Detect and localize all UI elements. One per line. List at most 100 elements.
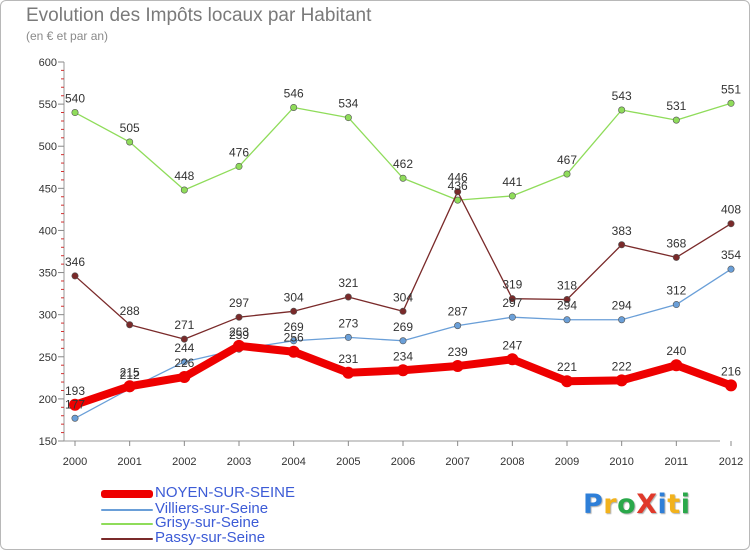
data-label: 408	[721, 203, 741, 217]
data-point	[563, 170, 571, 178]
y-tick-label: 250	[39, 352, 57, 364]
x-tick-label: 2003	[227, 456, 251, 468]
data-point	[123, 380, 136, 393]
data-label: 462	[393, 157, 413, 171]
data-point	[180, 186, 188, 194]
data-point	[71, 272, 79, 280]
data-label: 273	[338, 316, 358, 330]
data-label: 441	[502, 175, 522, 189]
data-label: 312	[666, 284, 686, 298]
data-label: 543	[612, 89, 632, 103]
data-label: 304	[393, 290, 413, 304]
data-point	[727, 220, 735, 228]
data-point	[454, 188, 462, 196]
data-point	[563, 296, 571, 304]
data-label: 319	[502, 278, 522, 292]
data-label: 269	[393, 320, 413, 334]
y-tick-label: 600	[39, 57, 57, 69]
x-tick-label: 2011	[665, 456, 689, 468]
data-point	[618, 106, 626, 114]
data-point	[454, 322, 462, 330]
data-label: 297	[229, 296, 249, 310]
legend-swatch	[101, 538, 153, 540]
chart-subtitle: (en € et par an)	[26, 29, 109, 43]
data-label: 436	[448, 179, 468, 193]
y-tick-label: 500	[39, 141, 57, 153]
chart-title: Evolution des Impôts locaux par Habitant	[26, 5, 372, 26]
data-label: 540	[65, 92, 85, 106]
data-label: 476	[229, 145, 249, 159]
data-point	[618, 241, 626, 249]
data-label: 239	[448, 345, 468, 359]
data-point	[399, 307, 407, 315]
data-point	[615, 374, 628, 387]
data-label: 263	[229, 325, 249, 339]
data-point	[235, 313, 243, 321]
legend-swatch	[101, 509, 153, 511]
data-point	[71, 109, 79, 117]
data-point	[290, 103, 298, 111]
data-point	[290, 307, 298, 315]
legend-label: Grisy-sur-Seine	[155, 514, 260, 531]
data-label: 222	[612, 359, 632, 373]
data-point	[508, 295, 516, 303]
data-label: 215	[120, 365, 140, 379]
data-label: 551	[721, 82, 741, 96]
data-point	[672, 301, 680, 309]
data-point	[506, 353, 519, 366]
data-label: 294	[557, 299, 577, 313]
data-label: 546	[284, 86, 304, 100]
x-tick-label: 2002	[172, 456, 196, 468]
y-tick-label: 400	[39, 225, 57, 237]
data-point	[672, 253, 680, 261]
y-tick-label: 300	[39, 310, 57, 322]
data-label: 467	[557, 153, 577, 167]
data-label: 269	[284, 320, 304, 334]
data-label: 446	[448, 171, 468, 185]
x-tick-label: 2008	[500, 456, 524, 468]
data-label: 231	[338, 352, 358, 366]
data-label: 531	[666, 99, 686, 113]
legend-swatch	[101, 523, 153, 525]
series-line-Grisy-sur-Seine	[74, 102, 732, 201]
data-label: 244	[174, 341, 194, 355]
data-label: 216	[721, 364, 741, 378]
data-point	[725, 379, 737, 392]
data-label: 287	[448, 305, 468, 319]
data-label: 221	[557, 360, 577, 374]
data-point	[71, 414, 79, 422]
y-tick-label: 350	[39, 268, 57, 280]
data-point	[618, 316, 626, 324]
data-point	[563, 316, 571, 324]
data-label: 534	[338, 97, 358, 111]
y-tick-label: 550	[39, 99, 57, 111]
data-point	[561, 375, 573, 388]
data-label: 226	[174, 356, 194, 370]
data-point	[344, 293, 352, 301]
data-point	[399, 337, 407, 345]
data-label: 294	[612, 299, 632, 313]
data-label: 297	[502, 296, 522, 310]
data-point	[727, 99, 735, 107]
x-tick-label: 2000	[63, 456, 87, 468]
data-point	[451, 360, 464, 373]
x-tick-label: 2005	[336, 456, 360, 468]
logo-letter: o	[617, 489, 637, 520]
proxiti-logo: ProXiti	[583, 489, 690, 520]
data-label: 304	[284, 290, 304, 304]
logo-letter: i	[680, 489, 691, 520]
data-point	[180, 358, 188, 366]
data-label: 448	[174, 169, 194, 183]
data-label: 318	[557, 279, 577, 293]
y-tick-label: 200	[39, 394, 57, 406]
data-label: 177	[65, 397, 85, 411]
logo-letter: X	[636, 489, 658, 520]
data-label: 383	[612, 224, 632, 238]
data-point	[233, 339, 245, 352]
x-tick-label: 2012	[719, 456, 743, 468]
data-point	[508, 313, 516, 321]
data-point	[180, 335, 188, 343]
data-point	[178, 370, 191, 383]
data-label: 346	[65, 255, 85, 269]
